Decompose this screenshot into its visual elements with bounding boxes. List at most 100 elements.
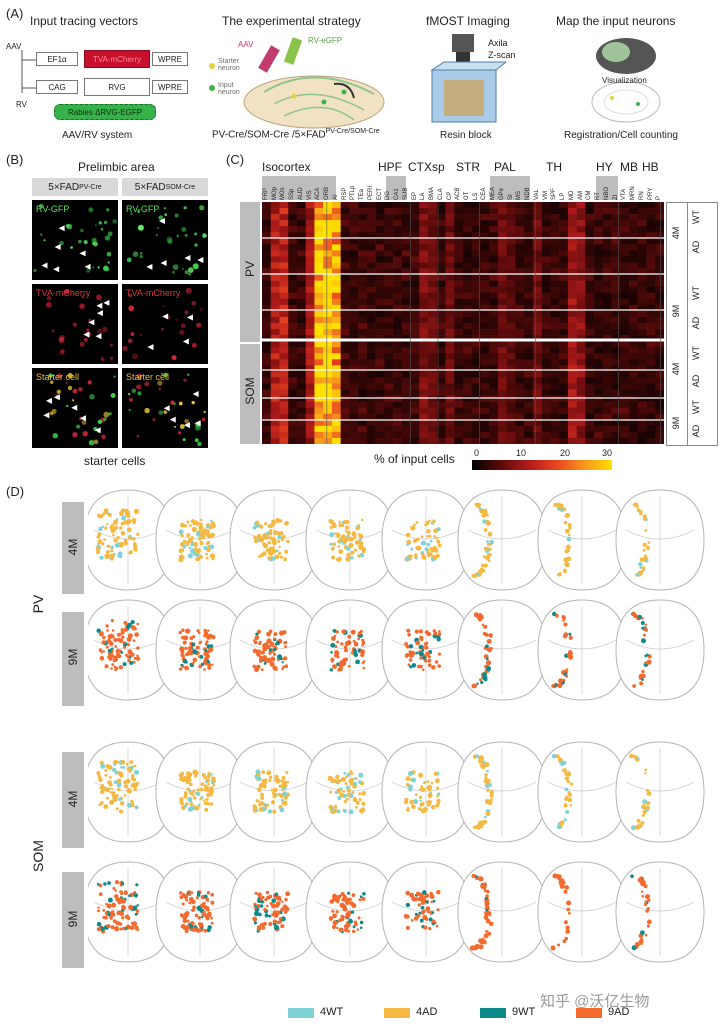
heatmap-cell	[471, 437, 481, 444]
input-cell-dot	[347, 930, 351, 933]
heatmap-cell	[331, 238, 341, 245]
arrowhead	[169, 416, 176, 423]
heatmap-cell	[576, 323, 586, 330]
heatmap-cell	[401, 341, 411, 348]
input-cell-dot	[128, 904, 134, 910]
heatmap-cell	[655, 395, 664, 402]
heatmap-cell	[384, 323, 394, 330]
heatmap-cell	[419, 232, 429, 239]
heatmap-cell	[620, 359, 630, 366]
heatmap-cell	[419, 431, 429, 439]
input-cell-dot	[283, 780, 288, 785]
heatmap-cell	[646, 323, 656, 330]
input-cell-dot	[280, 924, 285, 929]
input-cell-dot	[275, 910, 281, 916]
heatmap-cell	[428, 371, 438, 378]
heatmap-cell	[646, 401, 656, 408]
input-cell-dot	[253, 535, 257, 540]
heatmap-cell	[497, 347, 507, 354]
heatmap-cell	[629, 316, 639, 324]
heatmap-cell	[541, 353, 551, 360]
heatmap-cell	[524, 419, 534, 427]
input-cell-dot	[406, 808, 410, 812]
heatmap-cell	[305, 244, 315, 251]
input-cell-dot	[201, 915, 204, 919]
heatmap-cell	[524, 220, 534, 227]
group-header-pal: PAL	[494, 160, 516, 174]
heatmap-cell	[620, 232, 630, 239]
heatmap-cell	[288, 280, 298, 287]
heatmap-cell	[305, 347, 315, 354]
heatmap-cell	[340, 316, 350, 324]
heatmap-cell	[646, 298, 656, 306]
heatmap-cell	[480, 262, 490, 269]
input-cell-dot	[564, 528, 570, 534]
heatmap-cell	[323, 329, 333, 336]
heatmap-cell	[594, 232, 604, 239]
heatmap-cell	[594, 365, 604, 372]
heatmap-cell	[637, 244, 647, 251]
heatmap-cell	[296, 250, 306, 257]
input-cell-dot	[191, 548, 195, 552]
input-cell-dot	[476, 572, 480, 577]
heatmap-cell	[262, 262, 272, 269]
input-cell-dot	[111, 523, 114, 527]
input-cell-dot	[113, 780, 118, 785]
heatmap-cell	[366, 365, 376, 372]
mcherry-cells-som	[122, 287, 203, 361]
input-cell-dot	[436, 890, 441, 895]
heatmap-cell	[323, 407, 333, 415]
heatmap-cell	[602, 268, 612, 275]
heatmap-cell	[515, 353, 525, 360]
heatmap-cell	[620, 286, 630, 294]
heatmap-cell	[375, 214, 385, 221]
heatmap-cell	[358, 286, 368, 294]
heatmap-cell	[305, 316, 315, 324]
input-cell-dot	[345, 797, 349, 801]
input-cell-dot	[125, 653, 128, 657]
heatmap-cell	[515, 335, 525, 342]
column-header-pv-sup: PV-Cre	[79, 183, 102, 191]
heatmap-cell	[428, 419, 438, 427]
heatmap-cell	[541, 377, 551, 384]
heatmap-cell	[532, 208, 542, 215]
heatmap-cell	[541, 292, 551, 300]
heatmap-cell	[620, 226, 630, 233]
input-cell-dot	[559, 878, 565, 884]
heatmap-cell	[471, 377, 481, 384]
heatmap-cell	[471, 335, 481, 342]
heatmap-cell	[279, 262, 289, 269]
heatmap-cell	[567, 353, 577, 360]
heatmap-cell	[401, 250, 411, 257]
heatmap-cell	[410, 335, 420, 342]
input-cell-dot	[335, 774, 340, 779]
heatmap-cell	[349, 437, 359, 444]
input-cell-dot	[129, 770, 132, 773]
heatmap-cell	[620, 365, 630, 372]
input-cell-dot	[359, 895, 363, 898]
heatmap-cell	[524, 377, 534, 384]
heatmap-cell	[366, 292, 376, 300]
age-band-som-9m	[62, 872, 84, 968]
input-cell-dot	[261, 770, 265, 774]
heatmap-cell	[384, 250, 394, 257]
heatmap-cell	[463, 238, 473, 245]
age-label-som-9m: 9M	[671, 416, 681, 430]
heatmap-cell	[262, 323, 272, 330]
heatmap-cell	[559, 335, 569, 342]
input-cell-dot	[101, 640, 106, 645]
input-cell-dot	[480, 680, 484, 684]
input-cell-dot	[260, 668, 264, 671]
heatmap-cell	[559, 425, 569, 433]
input-cell-dot	[567, 792, 572, 797]
heatmap-cell	[454, 401, 464, 408]
input-cell-dot	[334, 790, 339, 795]
heatmap-cell	[331, 316, 341, 324]
heatmap-cell	[550, 292, 560, 300]
input-cell-dot	[196, 788, 200, 792]
heatmap-cell	[515, 347, 525, 354]
heatmap-cell	[358, 280, 368, 287]
heatmap-cell	[393, 431, 403, 439]
input-cell-dot	[254, 891, 258, 895]
input-cell-dot	[484, 762, 489, 767]
